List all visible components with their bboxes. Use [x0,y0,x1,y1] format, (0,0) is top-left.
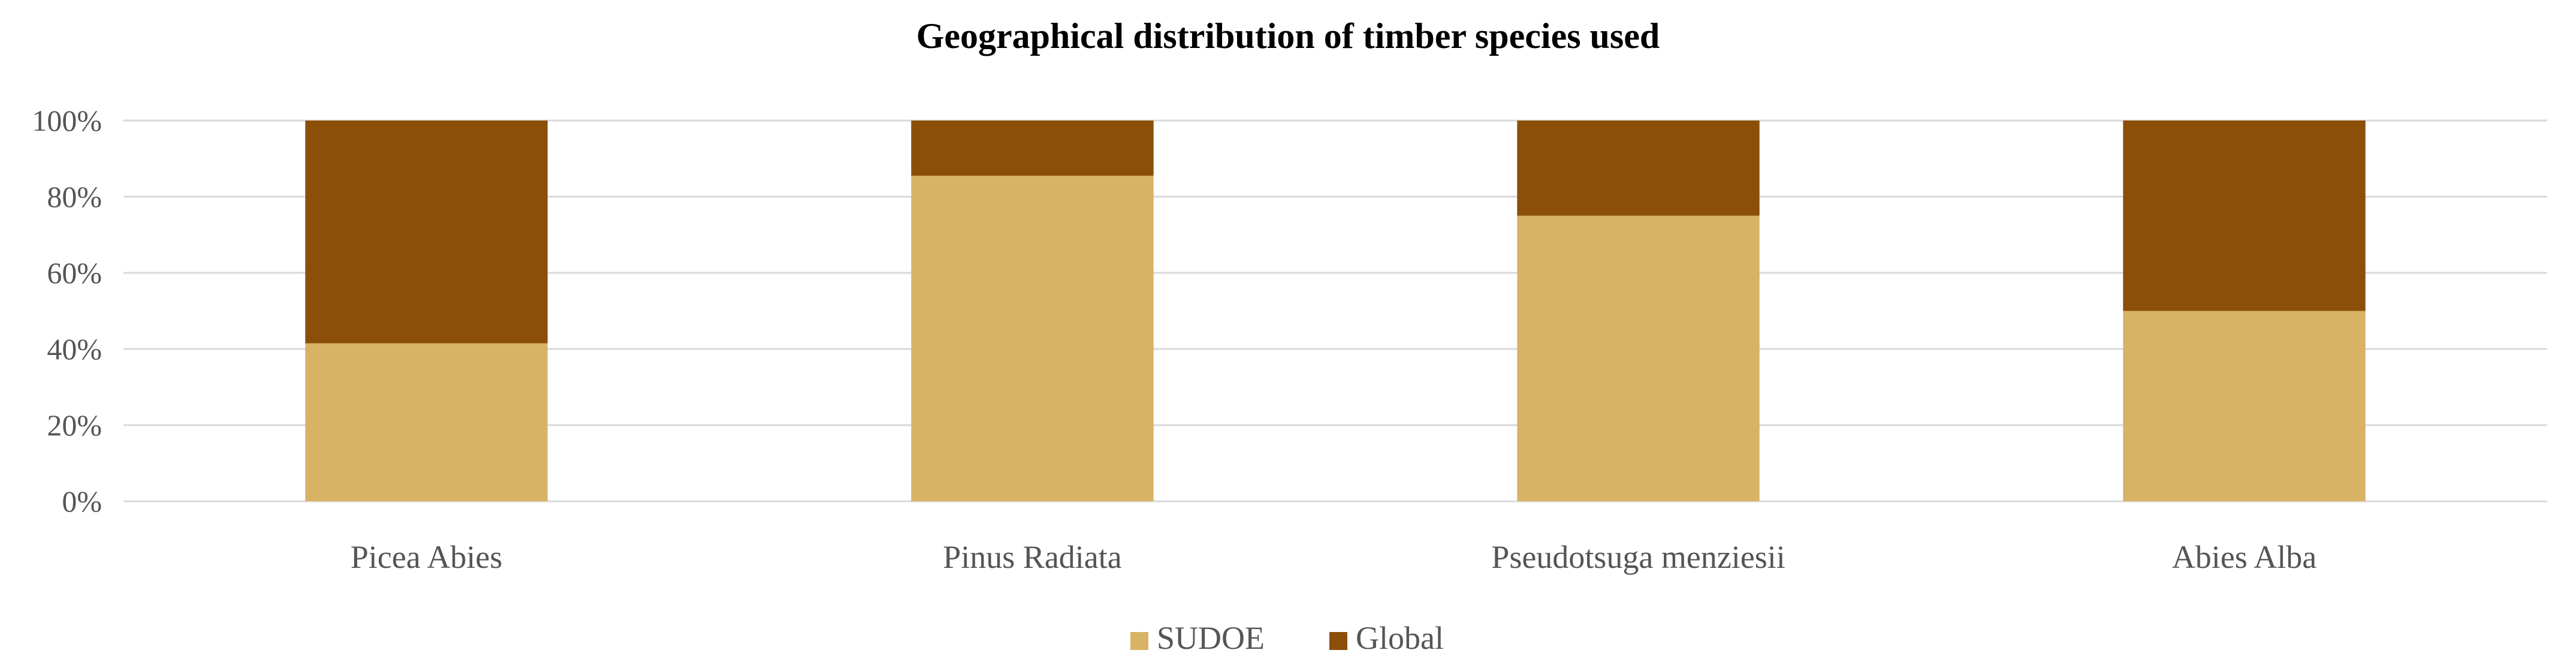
bar-global-2 [1517,121,1760,216]
bar-sudoe-0 [305,343,548,501]
y-tick-label: 40% [47,332,102,366]
x-axis-category-labels: Picea Abies Pinus Radiata Pseudotsuga menz… [351,539,2316,575]
x-category-label: Abies Alba [2172,539,2317,575]
y-tick-label: 0% [62,485,102,518]
bars [305,121,2366,501]
y-tick-label: 60% [47,256,102,290]
y-tick-label: 100% [32,104,102,137]
chart-title: Geographical distribution of timber spec… [916,16,1660,56]
bar-global-1 [911,121,1154,176]
y-axis-tick-labels: 0% 20% 40% 60% 80% 100% [32,104,102,518]
y-tick-label: 20% [47,408,102,442]
bar-sudoe-3 [2123,311,2366,501]
legend: SUDOE Global [1130,620,1444,656]
bar-global-3 [2123,121,2366,311]
bar-sudoe-2 [1517,215,1760,501]
x-category-label: Pseudotsuga menziesii [1491,539,1785,575]
legend-label-sudoe: SUDOE [1157,620,1265,656]
x-category-label: Pinus Radiata [943,539,1122,575]
bar-global-0 [305,121,548,344]
legend-swatch-sudoe [1130,632,1148,650]
legend-label-global: Global [1356,620,1444,656]
legend-swatch-global [1329,632,1347,650]
x-category-label: Picea Abies [351,539,502,575]
y-tick-label: 80% [47,180,102,213]
bar-sudoe-1 [911,176,1154,501]
